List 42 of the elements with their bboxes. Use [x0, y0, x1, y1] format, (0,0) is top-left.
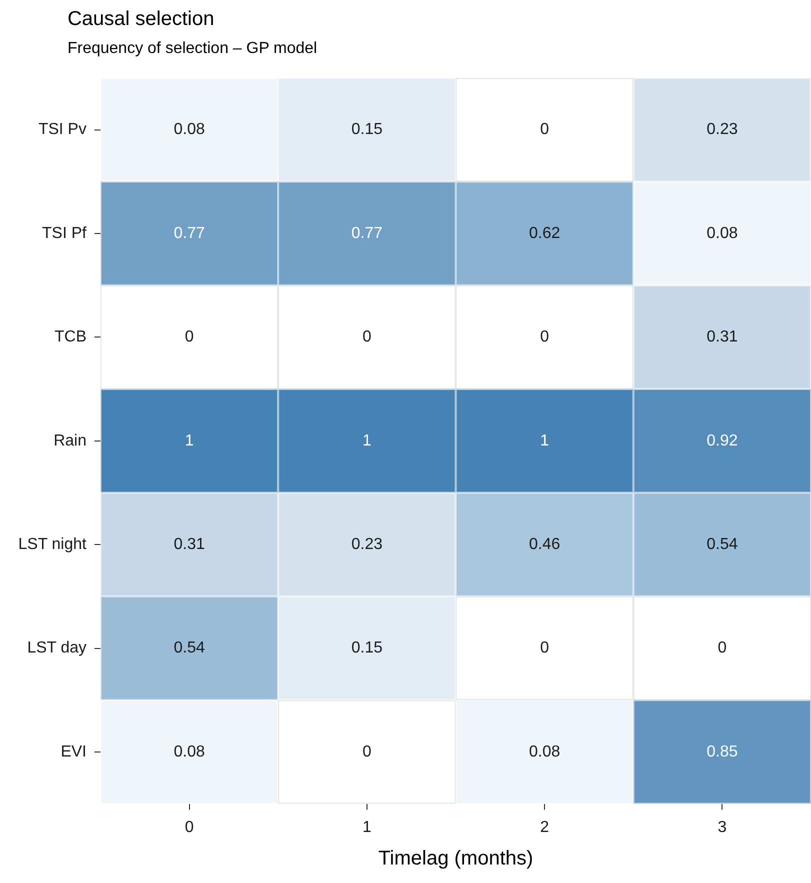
- data-label: 0.31: [174, 536, 205, 553]
- x-tick-label: 1: [362, 818, 372, 836]
- data-label: 0.77: [174, 224, 205, 242]
- data-label: 0.08: [706, 224, 738, 242]
- data-label: 0.31: [706, 328, 738, 346]
- data-label: 0: [718, 640, 727, 657]
- y-tick-label: EVI: [60, 743, 86, 760]
- data-label: 0.08: [174, 121, 205, 138]
- data-label: 0: [540, 328, 550, 346]
- data-label: 0.23: [706, 121, 738, 138]
- y-tick-label: Rain: [54, 432, 86, 450]
- y-tick-label: LST day: [27, 640, 86, 657]
- data-label: 0.15: [351, 121, 383, 138]
- chart-subtitle: Frequency of selection – GP model: [67, 40, 318, 57]
- data-label: 0.62: [528, 224, 560, 242]
- data-label: 0.92: [706, 432, 738, 450]
- y-tick-label: TCB: [54, 328, 86, 346]
- x-tick-label: 3: [718, 818, 727, 836]
- y-tick-label: TSI Pf: [42, 224, 88, 242]
- data-label: 0: [184, 328, 194, 346]
- data-label: 1: [540, 432, 550, 450]
- x-axis-title: Timelag (months): [378, 848, 534, 870]
- data-label: 0.77: [351, 224, 383, 242]
- data-label: 0.08: [174, 743, 205, 760]
- data-label: 0.54: [706, 536, 738, 553]
- data-label: 0.15: [351, 640, 383, 657]
- x-tick-label: 0: [184, 818, 194, 836]
- data-label: 1: [362, 432, 372, 450]
- data-label: 1: [184, 432, 194, 450]
- data-label: 0.54: [174, 640, 205, 657]
- data-label: 0.08: [528, 743, 560, 760]
- data-label: 0: [362, 328, 372, 346]
- data-label: 0.23: [351, 536, 383, 553]
- data-label: 0: [362, 743, 372, 760]
- y-tick-label: TSI Pv: [38, 121, 86, 138]
- y-tick-label: LST night: [18, 536, 88, 553]
- data-label: 0.85: [706, 743, 738, 760]
- data-label: 0: [540, 640, 550, 657]
- data-label: 0.46: [528, 536, 560, 553]
- chart-title: Causal selection: [67, 8, 214, 30]
- data-label: 0: [540, 121, 550, 138]
- x-tick-label: 2: [540, 818, 550, 836]
